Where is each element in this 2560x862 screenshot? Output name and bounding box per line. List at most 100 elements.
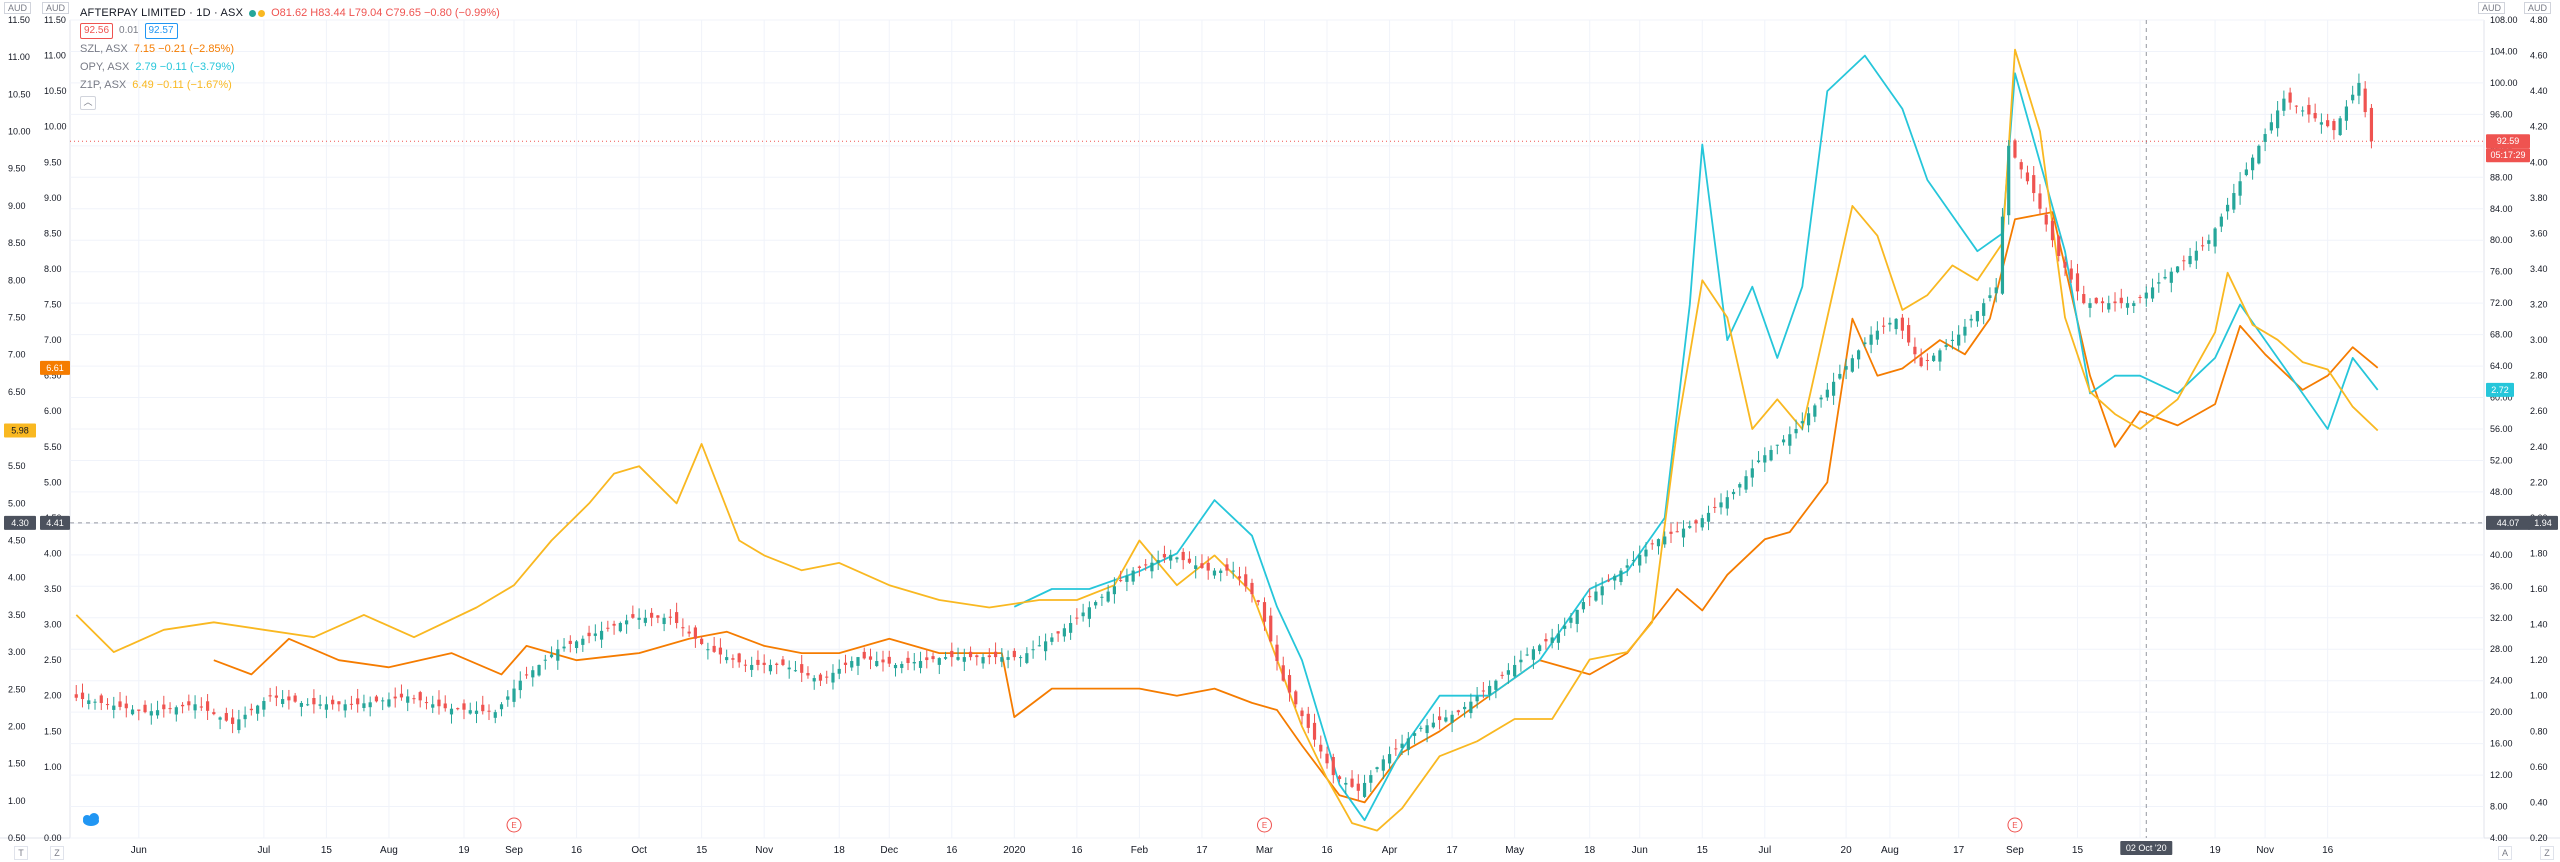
candle-body — [1262, 602, 1267, 622]
y-tick-label: 7.50 — [44, 300, 62, 310]
candle-body — [1356, 783, 1360, 791]
time-zone-button[interactable]: T — [14, 846, 28, 860]
series-line-z1p[interactable] — [75, 48, 2379, 832]
y-tick-label: 10.50 — [8, 89, 31, 99]
candle-body — [906, 657, 910, 663]
x-tick-label: Sep — [2006, 845, 2024, 856]
candle-body — [1094, 602, 1098, 606]
candle-body — [1475, 696, 1479, 702]
y-tick-label: 104.00 — [2490, 46, 2518, 56]
candle-body — [2119, 297, 2123, 304]
candle-body — [256, 705, 260, 714]
symbol-title[interactable]: AFTERPAY LIMITED · 1D · ASX — [80, 7, 244, 19]
y-tick-label: 72.00 — [2490, 298, 2513, 308]
x-tick-label: 17 — [1196, 845, 1208, 856]
candle-body — [1000, 657, 1004, 662]
y-tick-label: 5.50 — [44, 442, 62, 452]
candle-body — [1569, 617, 1573, 623]
candle-body — [643, 617, 647, 623]
chevron-up-icon[interactable]: ︿ — [80, 96, 96, 110]
ask-price[interactable]: 92.57 — [144, 23, 178, 39]
candle-body — [1112, 586, 1116, 595]
candle-body — [1444, 717, 1448, 722]
candle-body — [1638, 554, 1642, 566]
candle-body — [1775, 444, 1779, 446]
cloud-icon[interactable] — [83, 813, 99, 826]
candle-body — [1018, 657, 1023, 659]
bid-price[interactable]: 92.56 — [80, 23, 114, 39]
candle-body — [1969, 318, 1973, 321]
candle-body — [918, 661, 923, 668]
y-tick-label: 1.00 — [44, 762, 62, 772]
candle-body — [599, 630, 604, 640]
log-scale-button[interactable]: Z — [2540, 846, 2554, 860]
candle-body — [199, 706, 203, 708]
candle-body — [1788, 434, 1792, 446]
compare-row-z1p[interactable]: Z1P, ASX 6.49 −0.11 (−1.67%) — [80, 76, 500, 94]
y-tick-label: 9.00 — [8, 201, 26, 211]
candle-body — [1800, 421, 1804, 424]
compare-row-szl[interactable]: SZL, ASX 7.15 −0.21 (−2.85%) — [80, 40, 500, 58]
y-tick-label: 32.00 — [2490, 613, 2513, 623]
crosshair-right-inner-tag-text: 44.07 — [2497, 518, 2520, 528]
x-tick-label: 19 — [458, 845, 470, 856]
candle-body — [2132, 303, 2136, 307]
y-tick-label: 60.00 — [2490, 393, 2513, 403]
candle-body — [1719, 502, 1723, 508]
candle-body — [1688, 526, 1692, 528]
candle-body — [2088, 303, 2092, 308]
y-tick-label: 52.00 — [2490, 455, 2513, 465]
candle-body — [1544, 639, 1548, 642]
x-tick-label: Mar — [1256, 845, 1274, 856]
zoom-button[interactable]: Z — [50, 846, 64, 860]
candle-body — [2288, 92, 2292, 103]
candle-body — [2007, 145, 2011, 216]
candle-body — [237, 719, 241, 731]
candle-body — [1900, 317, 1904, 331]
left-inner-axis-unit: AUD — [42, 2, 70, 14]
candle-body — [281, 699, 285, 704]
main-series-row[interactable]: AFTERPAY LIMITED · 1D · ASX O81.62 H83.4… — [80, 4, 500, 22]
candle-body — [2307, 104, 2311, 115]
candle-body — [850, 661, 854, 668]
y-tick-label: 68.00 — [2490, 330, 2513, 340]
candle-body — [1469, 701, 1473, 714]
candle-body — [775, 663, 779, 665]
y-tick-label: 3.80 — [2530, 193, 2548, 203]
candle-body — [1387, 754, 1392, 764]
series-line-szl[interactable] — [213, 211, 2379, 804]
earnings-marker[interactable] — [2007, 817, 2023, 833]
y-tick-label: 16.00 — [2490, 739, 2513, 749]
candle-body — [2338, 118, 2342, 136]
candle-body — [1144, 564, 1148, 566]
candle-body — [381, 700, 385, 702]
earnings-marker[interactable] — [506, 817, 522, 833]
x-tick-label: 18 — [1584, 845, 1596, 856]
candle-body — [2044, 214, 2048, 225]
series-line-opy[interactable] — [1013, 54, 2379, 822]
candle-body — [549, 654, 554, 658]
candle-body — [1806, 413, 1811, 426]
candle-body — [93, 701, 97, 703]
candle-body — [456, 708, 460, 710]
y-tick-label: 76.00 — [2490, 267, 2513, 277]
y-tick-label: 56.00 — [2490, 424, 2513, 434]
candle-body — [1131, 570, 1135, 582]
earnings-marker[interactable] — [1256, 817, 1272, 833]
candle-body — [2144, 292, 2148, 299]
candle-body — [900, 663, 904, 668]
candle-body — [1744, 476, 1748, 490]
x-tick-label: 16 — [571, 845, 583, 856]
candle-body — [487, 710, 491, 712]
y-tick-label: 3.60 — [2530, 228, 2548, 238]
candle-body — [243, 714, 247, 720]
compare-row-opy[interactable]: OPY, ASX 2.79 −0.11 (−3.79%) — [80, 58, 500, 76]
candle-body — [1375, 767, 1379, 770]
candle-body — [1831, 381, 1836, 396]
candle-body — [1894, 318, 1898, 330]
candle-body — [831, 672, 835, 683]
candle-body — [306, 704, 310, 706]
x-tick-label: Jun — [1632, 845, 1648, 856]
auto-scale-button[interactable]: A — [2498, 846, 2512, 860]
